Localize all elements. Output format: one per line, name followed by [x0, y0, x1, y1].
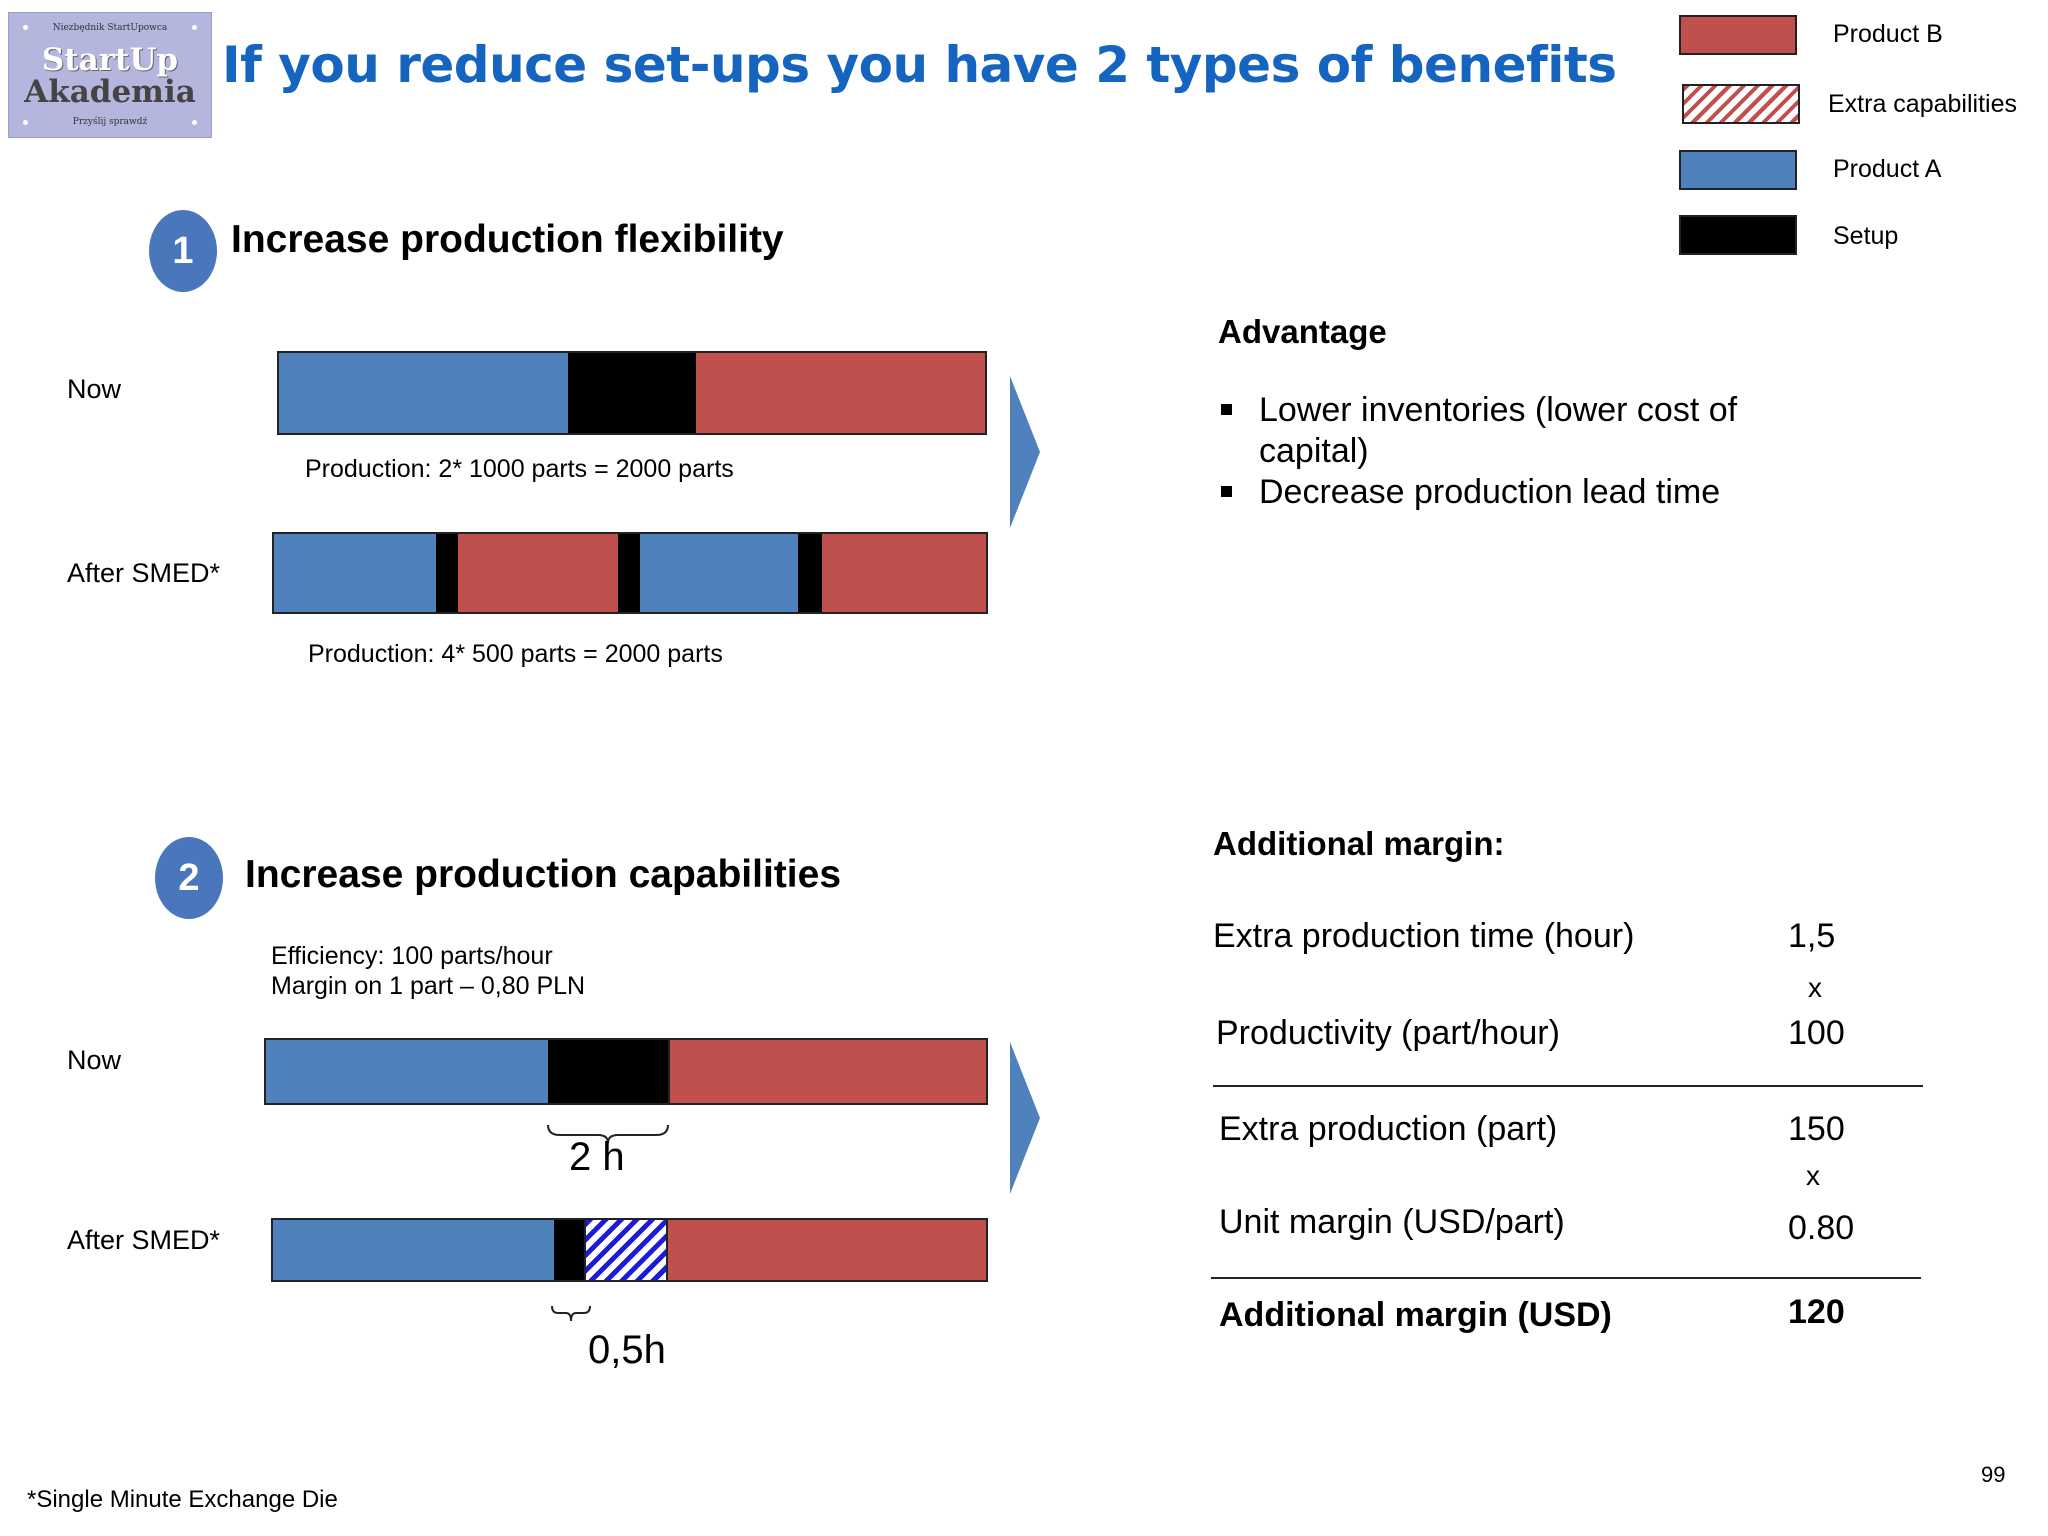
advantage-bullet: Decrease production lead time	[1221, 472, 1781, 513]
advantage-bullet: Lower inventories (lower cost of capital…	[1221, 390, 1781, 472]
multiply-operator: x	[1806, 1160, 1820, 1191]
legend-swatch-product-a	[1679, 150, 1797, 190]
section-2-margin-per-part: Margin on 1 part – 0,80 PLN	[271, 972, 586, 1000]
section-1-now-bar	[277, 351, 987, 435]
margin-row-value: 100	[1788, 1014, 1845, 1052]
setup-segment	[548, 1040, 668, 1103]
page-number: 99	[1981, 1462, 2006, 1487]
margin-row-value: 150	[1788, 1110, 1845, 1148]
section-1-number-badge: 1	[149, 210, 217, 292]
logo-bottom-text: Przyślij sprawdź	[72, 117, 148, 127]
section-1-after-note: Production: 4* 500 parts = 2000 parts	[308, 640, 723, 668]
logo-dot	[192, 25, 197, 30]
legend-label-product-b: Product B	[1833, 20, 1943, 48]
setup-segment	[618, 534, 640, 612]
section-1-now-note: Production: 2* 1000 parts = 2000 parts	[305, 455, 734, 483]
legend-swatch-setup	[1679, 215, 1797, 255]
logo-word-akademia: Akademia	[24, 74, 196, 110]
logo-dot	[23, 120, 28, 125]
footnote: *Single Minute Exchange Die	[27, 1486, 338, 1513]
section-1-after-label: After SMED*	[67, 558, 221, 588]
slide-title: If you reduce set-ups you have 2 types o…	[222, 36, 1617, 94]
product-a-segment	[266, 1040, 548, 1103]
logo-word-startup: StartUp	[41, 42, 179, 78]
section-2-arrow	[1010, 1042, 1040, 1194]
logo-dot	[192, 120, 197, 125]
section-1-after-bar	[272, 532, 988, 614]
margin-total-value: 120	[1788, 1293, 1845, 1331]
margin-total-divider	[1211, 1277, 1921, 1279]
additional-margin-heading: Additional margin:	[1213, 825, 1505, 862]
section-2-now-label: Now	[67, 1045, 122, 1075]
two-hour-setup-label: 2 h	[569, 1135, 625, 1179]
margin-row-label: Extra production (part)	[1219, 1110, 1558, 1148]
section-1-arrow	[1010, 376, 1040, 528]
setup-segment	[554, 1220, 584, 1280]
margin-divider	[1213, 1085, 1923, 1087]
setup-segment	[436, 534, 458, 612]
legend-label-product-a: Product A	[1833, 155, 1942, 183]
margin-row-value: 1,5	[1788, 917, 1836, 955]
logo-dot	[23, 25, 28, 30]
half-hour-setup-label: 0,5h	[588, 1328, 666, 1372]
legend-label-setup: Setup	[1833, 222, 1899, 250]
section-2-after-bar	[271, 1218, 988, 1282]
startup-akademia-logo: Niezbędnik StartUpowca StartUp Akademia …	[8, 12, 212, 138]
section-2-number-badge: 2	[155, 837, 223, 919]
section-2-now-bar	[264, 1038, 988, 1105]
section-1-title: Increase production flexibility	[231, 218, 784, 261]
product-b-segment	[668, 1040, 986, 1103]
setup-segment	[568, 353, 696, 433]
setup-segment	[798, 534, 822, 612]
product-a-segment	[640, 534, 798, 612]
extra-capabilities-segment	[584, 1220, 668, 1280]
half-hour-brace	[551, 1305, 591, 1322]
product-b-segment	[668, 1220, 986, 1280]
product-b-segment	[458, 534, 618, 612]
two-hour-brace	[547, 1124, 669, 1144]
legend-swatch-extra-capabilities	[1682, 84, 1800, 124]
section-2-efficiency: Efficiency: 100 parts/hour	[271, 942, 553, 970]
product-b-segment	[822, 534, 986, 612]
margin-row-label: Productivity (part/hour)	[1216, 1014, 1560, 1052]
product-a-segment	[273, 1220, 554, 1280]
product-a-segment	[279, 353, 569, 433]
margin-row-value: 0.80	[1788, 1209, 1855, 1247]
product-b-segment	[695, 353, 985, 433]
section-2-after-label: After SMED*	[67, 1225, 221, 1255]
margin-row-label: Unit margin (USD/part)	[1219, 1203, 1565, 1241]
legend-label-extra-capabilities: Extra capabilities	[1828, 90, 2017, 118]
section-2-title: Increase production capabilities	[245, 853, 842, 896]
multiply-operator: x	[1808, 972, 1822, 1003]
advantage-bullet-list: Lower inventories (lower cost of capital…	[1221, 390, 1781, 513]
legend-swatch-product-b	[1679, 15, 1797, 55]
logo-top-text: Niezbędnik StartUpowca	[52, 23, 168, 33]
section-1-now-label: Now	[67, 374, 122, 404]
margin-row-label: Extra production time (hour)	[1213, 917, 1635, 955]
product-a-segment	[274, 534, 436, 612]
advantage-heading: Advantage	[1218, 313, 1387, 350]
margin-total-label: Additional margin (USD)	[1219, 1296, 1612, 1334]
